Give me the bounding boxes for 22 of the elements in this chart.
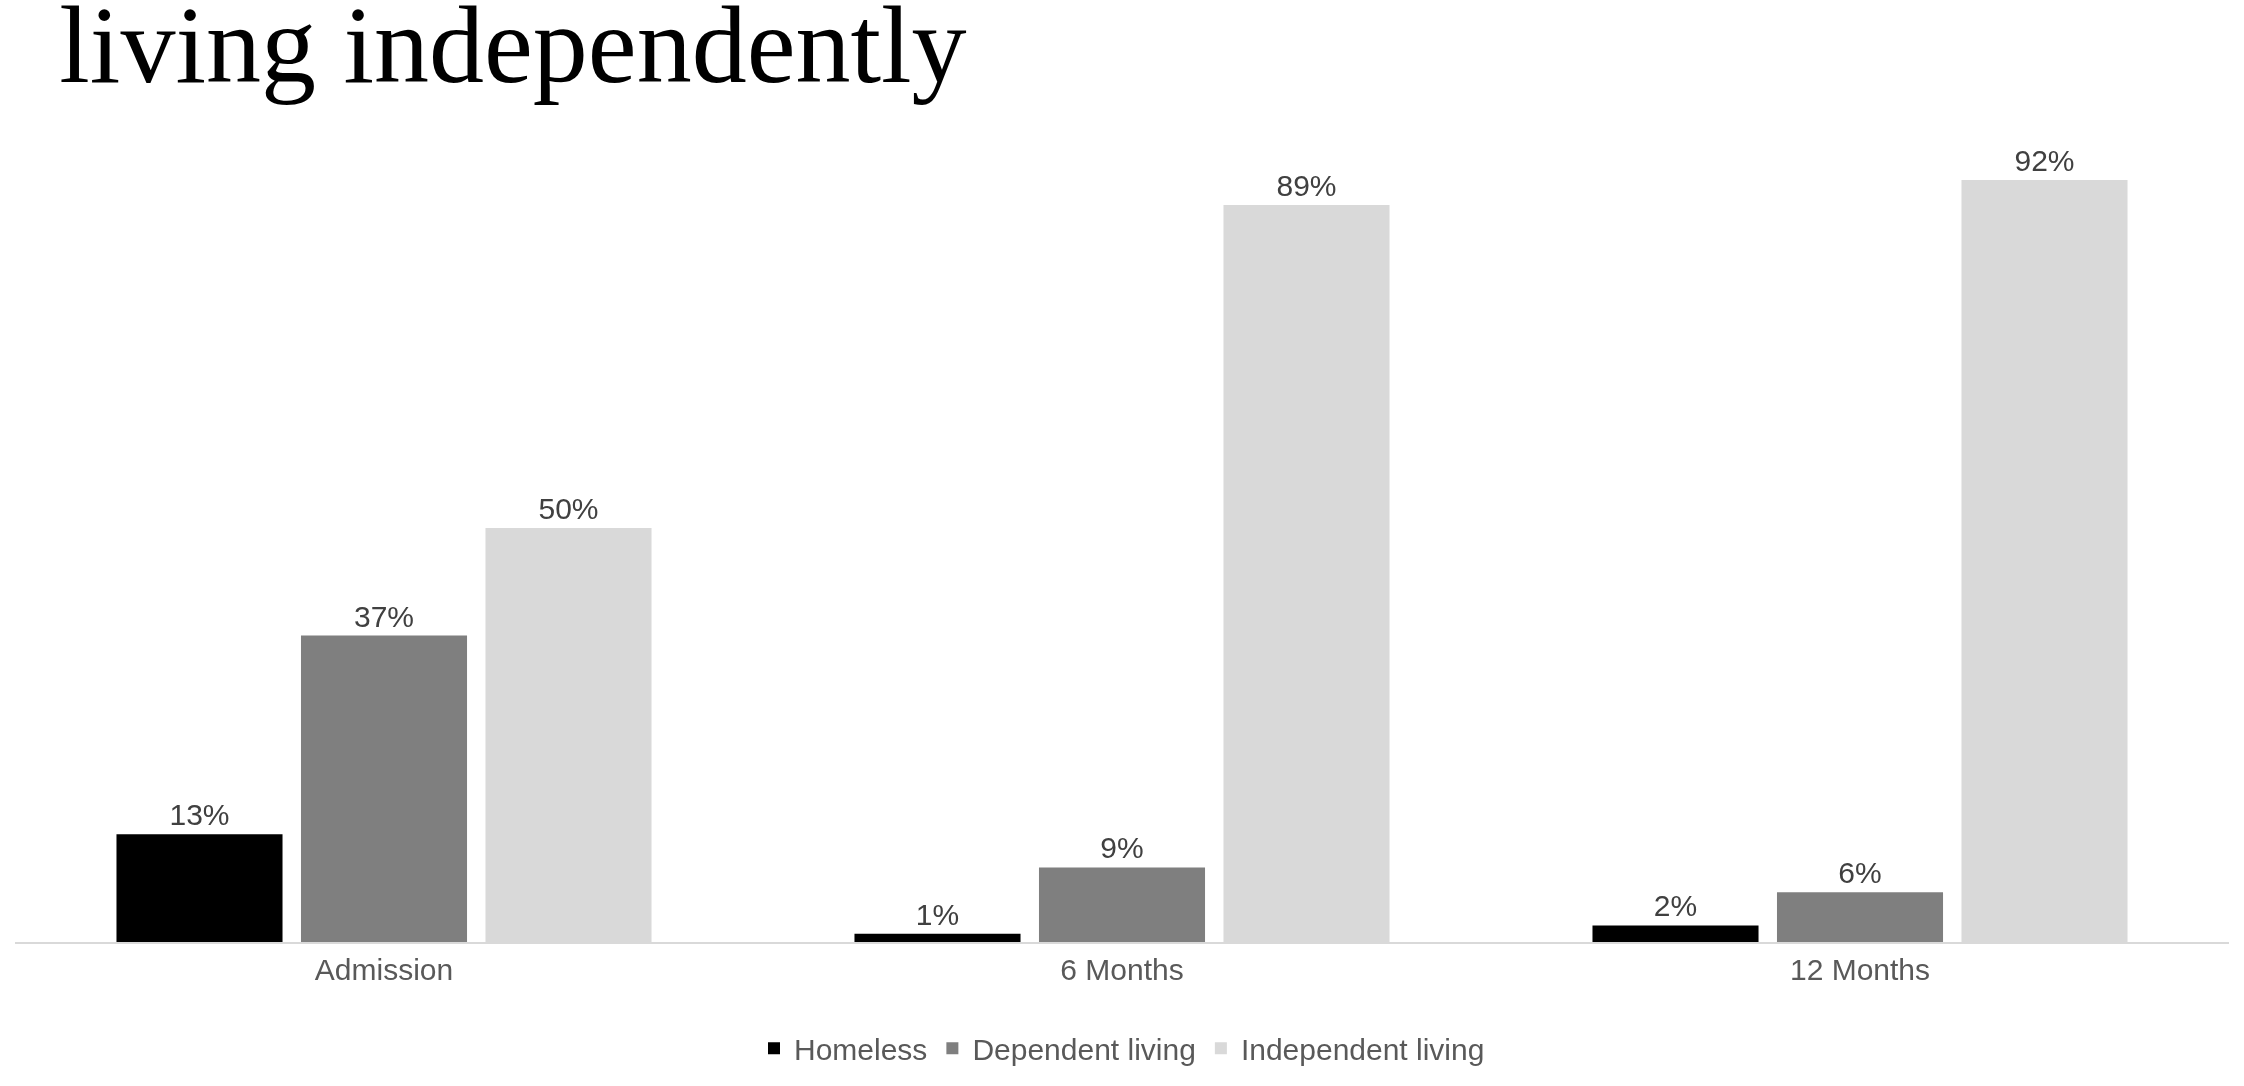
data-label: 6% — [1838, 856, 1882, 890]
x-tick-label: 6 Months — [1060, 953, 1184, 986]
data-label: 50% — [538, 491, 599, 525]
data-label: 37% — [353, 599, 415, 633]
bar — [300, 635, 468, 942]
data-label: 89% — [1276, 168, 1337, 202]
data-label: 9% — [1100, 831, 1144, 865]
legend-label: Independent living — [1240, 1032, 1485, 1066]
data-label: 13% — [169, 798, 230, 832]
bar — [1038, 867, 1206, 942]
data-label: 2% — [1653, 889, 1698, 923]
x-tick-label: Admission — [314, 953, 454, 986]
bar — [116, 834, 283, 942]
chart-title: living independently — [59, 0, 967, 107]
bar — [1592, 925, 1759, 942]
legend-label: Homeless — [794, 1032, 928, 1066]
x-tick-label: 12 Months — [1789, 953, 1931, 986]
bar — [854, 933, 1021, 942]
data-label: 1% — [915, 897, 960, 931]
legend-label: Dependent living — [972, 1032, 1196, 1066]
bar — [1776, 892, 1944, 942]
data-label: 92% — [2014, 144, 2075, 178]
